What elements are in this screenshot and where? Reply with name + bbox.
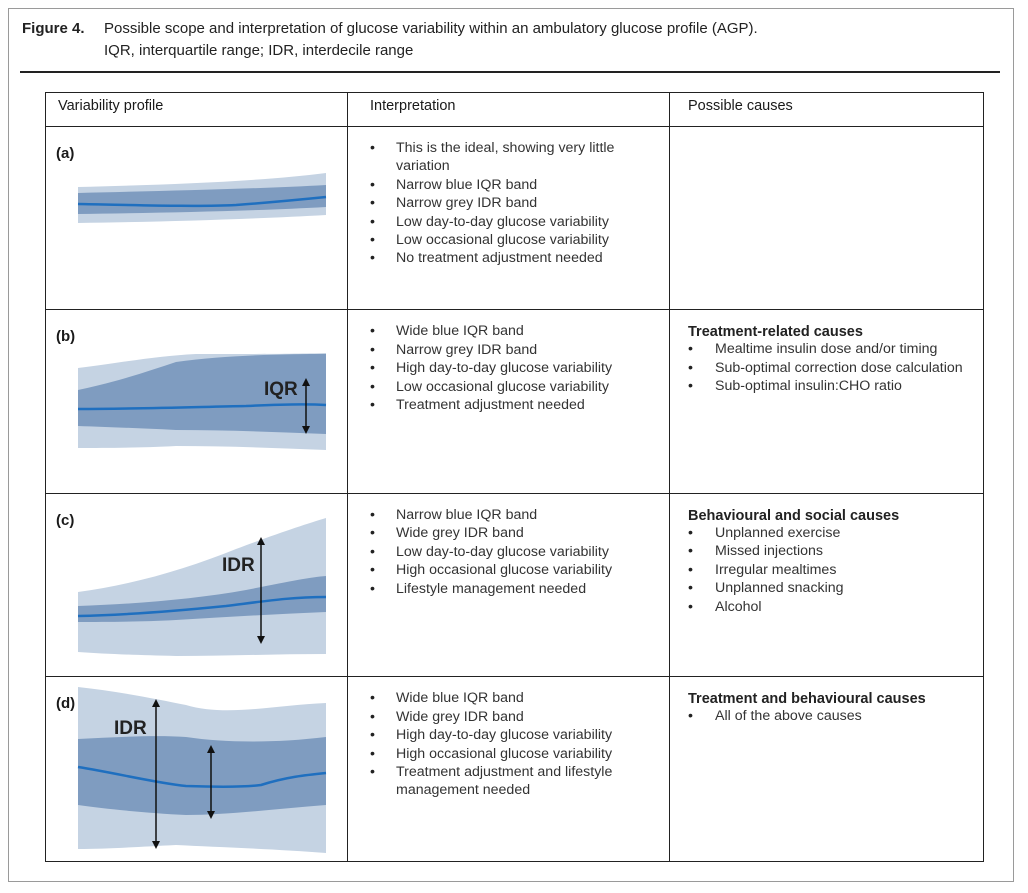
profile-graph-b: IQR [77,353,327,451]
causes-cell-d: Treatment and behavioural causes All of … [669,676,984,862]
interpretation-cell-a: This is the ideal, showing very little v… [347,125,670,311]
median-line [77,403,327,411]
list-item: Irregular mealtimes [688,561,983,580]
table-row: (a) This is the ideal, showing very litt… [45,125,984,311]
interpretation-list-a: This is the ideal, showing very little v… [348,139,669,268]
profile-cell-b: (b) IQR [45,309,348,494]
arrow-head-down [152,841,160,850]
arrow-head-up [257,536,265,545]
variability-table: Variability profile Interpretation Possi… [45,92,984,862]
caption-line-1: Possible scope and interpretation of glu… [104,20,758,37]
interpretation-list-c: Narrow blue IQR band Wide grey IDR band … [348,506,669,598]
profile-label: (d) [56,695,76,713]
list-item: Alcohol [688,598,983,617]
idr-annotation: IDR [222,555,255,576]
list-item: This is the ideal, showing very little v… [370,139,669,176]
list-item: Wide grey IDR band [370,524,669,543]
profile-cell-a: (a) [45,125,348,311]
idr-annotation: IDR [114,718,147,739]
figure-caption: Figure 4. Possible scope and interpretati… [22,18,758,62]
list-item: Treatment adjustment needed [370,396,669,415]
list-item: Narrow grey IDR band [370,341,669,360]
causes-cell-c: Behavioural and social causes Unplanned … [669,492,984,678]
arrow-head-down [207,811,215,820]
profile-label: (c) [56,511,75,529]
list-item: Mealtime insulin dose and/or timing [688,340,983,359]
list-item: Unplanned snacking [688,579,983,598]
interpretation-cell-d: Wide blue IQR band Wide grey IDR band Hi… [347,676,670,862]
list-item: Narrow blue IQR band [370,506,669,525]
header-interpretation: Interpretation [347,92,670,127]
iqr-annotation: IQR [264,379,298,400]
table-row: (d) IDR Wide blue IQR band Wid [45,676,984,862]
figure-label: Figure 4. [22,20,85,37]
median-line [77,195,327,208]
list-item: High occasional glucose variability [370,745,669,764]
list-item: Missed injections [688,542,983,561]
list-item: High occasional glucose variability [370,561,669,580]
profile-label: (b) [56,328,76,346]
table-row: (b) IQR Wide blue IQR band Narrow grey I… [45,309,984,494]
causes-cell-a [669,125,984,311]
causes-heading: Treatment and behavioural causes [688,691,926,708]
list-item: Low occasional glucose variability [370,378,669,397]
list-item: High day-to-day glucose variability [370,726,669,745]
arrow-head-down [257,635,265,644]
list-item: Low occasional glucose variability [370,231,669,250]
header-variability-profile: Variability profile [45,92,348,127]
causes-list-b: Mealtime insulin dose and/or timing Sub-… [670,340,983,396]
causes-list-d: All of the above causes [670,707,983,726]
list-item: Sub-optimal correction dose calculation [688,359,983,378]
interpretation-list-d: Wide blue IQR band Wide grey IDR band Hi… [348,689,669,799]
iqr-band [78,575,326,622]
iqr-band [78,354,326,435]
median-line [77,595,327,618]
list-item: Sub-optimal insulin:CHO ratio [688,377,983,396]
list-item: Treatment adjustment and lifestyle manag… [370,763,669,800]
list-item: Narrow blue IQR band [370,176,669,195]
causes-heading: Treatment-related causes [688,324,863,341]
arrow-head-up [302,378,310,387]
list-item: Wide blue IQR band [370,689,669,708]
list-item: Wide blue IQR band [370,322,669,341]
list-item: High day-to-day glucose variability [370,359,669,378]
interpretation-cell-b: Wide blue IQR band Narrow grey IDR band … [347,309,670,494]
arrow-head-up [152,699,160,708]
arrow-head-up [207,745,215,754]
causes-list-c: Unplanned exercise Missed injections Irr… [670,524,983,616]
iqr-band [78,185,326,214]
list-item: No treatment adjustment needed [370,249,669,268]
profile-graph-a [77,173,327,223]
median-line [77,766,327,789]
profile-graph-c: IDR [77,517,327,656]
profile-label: (a) [56,145,75,162]
interpretation-list-b: Wide blue IQR band Narrow grey IDR band … [348,322,669,414]
header-possible-causes: Possible causes [669,92,984,127]
causes-cell-b: Treatment-related causes Mealtime insuli… [669,309,984,494]
profile-graph-d: IDR [77,687,327,854]
list-item: All of the above causes [688,707,983,726]
profile-cell-c: (c) IDR [45,492,348,678]
profile-cell-d: (d) IDR [45,676,348,862]
list-item: Low day-to-day glucose variability [370,213,669,232]
list-item: Wide grey IDR band [370,708,669,727]
caption-line-2: IQR, interquartile range; IDR, interdeci… [104,42,414,59]
list-item: Lifestyle management needed [370,580,669,599]
table-row: (c) IDR Narrow blue IQR band Wide grey I… [45,492,984,678]
caption-divider [20,71,1000,73]
list-item: Narrow grey IDR band [370,194,669,213]
idr-band [78,517,326,656]
arrow-head-down [302,426,310,435]
iqr-band [78,736,326,816]
causes-heading: Behavioural and social causes [688,507,900,524]
figure-frame [8,8,1014,882]
list-item: Low day-to-day glucose variability [370,543,669,562]
list-item: Unplanned exercise [688,524,983,543]
interpretation-cell-c: Narrow blue IQR band Wide grey IDR band … [347,492,670,678]
